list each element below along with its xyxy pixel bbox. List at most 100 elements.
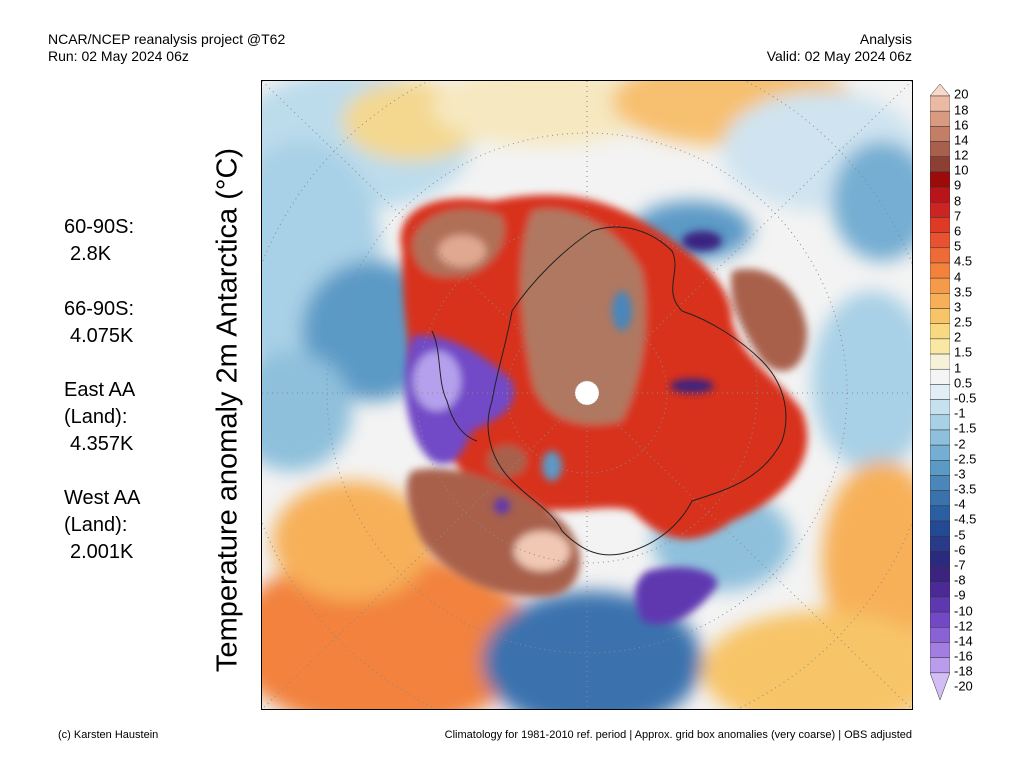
colorbar-level-label: 16 xyxy=(954,117,969,133)
colorbar-swatch xyxy=(930,156,950,173)
colorbar-swatch xyxy=(930,535,950,552)
colorbar-swatch xyxy=(930,323,950,340)
colorbar-level-label: 1 xyxy=(954,360,962,376)
colorbar-level-label: 0.5 xyxy=(954,375,973,391)
colorbar-level-label: 18 xyxy=(954,102,969,118)
colorbar-level-label: 1.5 xyxy=(954,344,973,360)
colorbar-level-label: 4.5 xyxy=(954,253,973,269)
anomaly-map xyxy=(261,80,913,710)
colorbar-swatch xyxy=(930,277,950,294)
colorbar-swatch xyxy=(930,642,950,658)
model-title: NCAR/NCEP reanalysis project @T62 xyxy=(48,31,286,47)
axis-label: Temperature anomaly 2m Antarctica (°C) xyxy=(211,147,244,673)
colorbar-swatch xyxy=(930,672,950,700)
colorbar-swatch xyxy=(930,520,950,537)
colorbar-swatch xyxy=(930,657,950,674)
colorbar-swatch xyxy=(930,247,950,264)
colorbar-level-label: -4.5 xyxy=(954,511,977,527)
colorbar-level-label: -9 xyxy=(954,587,966,603)
colorbar-level-label: 3 xyxy=(954,299,962,315)
header-left: NCAR/NCEP reanalysis project @T62 Run: 0… xyxy=(48,31,285,65)
colorbar-level-label: 6 xyxy=(954,223,962,239)
stat-label: East AA (Land): xyxy=(64,379,135,428)
run-time: Run: 02 May 2024 06z xyxy=(48,48,189,64)
colorbar-swatch xyxy=(930,202,950,218)
colorbar-level-label: 8 xyxy=(954,193,962,209)
analysis-label: Analysis xyxy=(859,31,912,47)
colorbar-level-label: 12 xyxy=(954,147,969,163)
colorbar-level-label: -1.5 xyxy=(954,420,977,436)
colorbar-swatch xyxy=(930,171,950,188)
colorbar-level-label: 20 xyxy=(954,86,969,102)
colorbar-swatch xyxy=(930,141,950,157)
colorbar-swatch xyxy=(930,262,950,279)
colorbar-swatch xyxy=(930,293,950,309)
colorbar-swatch xyxy=(930,368,950,385)
colorbar-level-label: -3.5 xyxy=(954,481,977,497)
stat-60-90s: 60-90S: 2.8K xyxy=(64,214,134,268)
colorbar-level-label: -16 xyxy=(954,648,973,664)
colorbar-level-label: -2 xyxy=(954,436,966,452)
valid-time: Valid: 02 May 2024 06z xyxy=(766,48,912,64)
colorbar-level-label: 5 xyxy=(954,238,962,254)
colorbar-level-label: 2 xyxy=(954,329,962,345)
colorbar-level-label: 9 xyxy=(954,177,962,193)
stat-label: 60-90S: xyxy=(64,216,135,238)
colorbar-level-label: 14 xyxy=(954,132,969,148)
header-right: Analysis Valid: 02 May 2024 06z xyxy=(767,31,912,65)
colorbar-level-label: -3 xyxy=(954,466,966,482)
colorbar-level-label: 4 xyxy=(954,269,962,285)
colorbar-level-label: -1 xyxy=(954,405,966,421)
colorbar-swatch xyxy=(930,581,950,598)
stat-label: West AA (Land): xyxy=(64,487,140,536)
colorbar-swatch xyxy=(930,414,950,431)
colorbar-swatch xyxy=(930,490,950,507)
colorbar-swatch xyxy=(930,460,950,476)
colorbar-swatch xyxy=(930,84,950,97)
stat-66-90s: 66-90S: 4.075K xyxy=(64,296,134,350)
colorbar-swatch xyxy=(930,566,950,582)
colorbar-swatch xyxy=(930,95,950,112)
colorbar-level-label: -6 xyxy=(954,542,966,558)
stat-label: 66-90S: xyxy=(64,298,135,320)
colorbar xyxy=(930,84,950,700)
colorbar-swatch xyxy=(930,217,950,233)
stat-value: 4.075K xyxy=(70,325,134,347)
stat-west-aa: West AA (Land): 2.001K xyxy=(64,485,174,566)
colorbar-swatch xyxy=(930,232,950,249)
footnote: Climatology for 1981-2010 ref. period | … xyxy=(444,729,912,741)
colorbar-level-label: 2.5 xyxy=(954,314,973,330)
colorbar-swatch xyxy=(930,353,950,370)
stat-value: 2.8K xyxy=(70,243,112,265)
colorbar-level-label: -18 xyxy=(954,663,973,679)
stat-value: 2.001K xyxy=(70,541,134,563)
colorbar-swatch xyxy=(930,384,950,400)
colorbar-level-label: -12 xyxy=(954,618,973,634)
colorbar-level-label: -2.5 xyxy=(954,451,977,467)
colorbar-swatch xyxy=(930,186,950,203)
colorbar-swatch xyxy=(930,505,950,522)
colorbar-level-label: -5 xyxy=(954,527,966,543)
colorbar-swatch xyxy=(930,611,950,628)
colorbar-swatch xyxy=(930,627,950,643)
colorbar-level-label: -10 xyxy=(954,603,973,618)
stat-east-aa: East AA (Land): 4.357K xyxy=(64,377,174,458)
colorbar-level-label: -8 xyxy=(954,572,966,588)
colorbar-swatch xyxy=(930,399,950,416)
colorbar-swatch xyxy=(930,429,950,446)
credit: (c) Karsten Haustein xyxy=(58,729,159,741)
colorbar-level-label: -20 xyxy=(954,678,973,694)
colorbar-swatch xyxy=(930,551,950,567)
colorbar-swatch xyxy=(930,596,950,613)
colorbar-level-label: -4 xyxy=(954,496,966,512)
colorbar-level-label: -0.5 xyxy=(954,390,977,406)
colorbar-swatch xyxy=(930,475,950,491)
colorbar-swatch xyxy=(930,308,950,324)
colorbar-swatch xyxy=(930,110,950,127)
colorbar-level-label: 3.5 xyxy=(954,284,973,300)
colorbar-swatch xyxy=(930,126,950,142)
colorbar-level-label: -14 xyxy=(954,633,973,649)
colorbar-level-label: 7 xyxy=(954,208,962,224)
colorbar-swatch xyxy=(930,338,950,355)
stat-value: 4.357K xyxy=(70,433,134,455)
